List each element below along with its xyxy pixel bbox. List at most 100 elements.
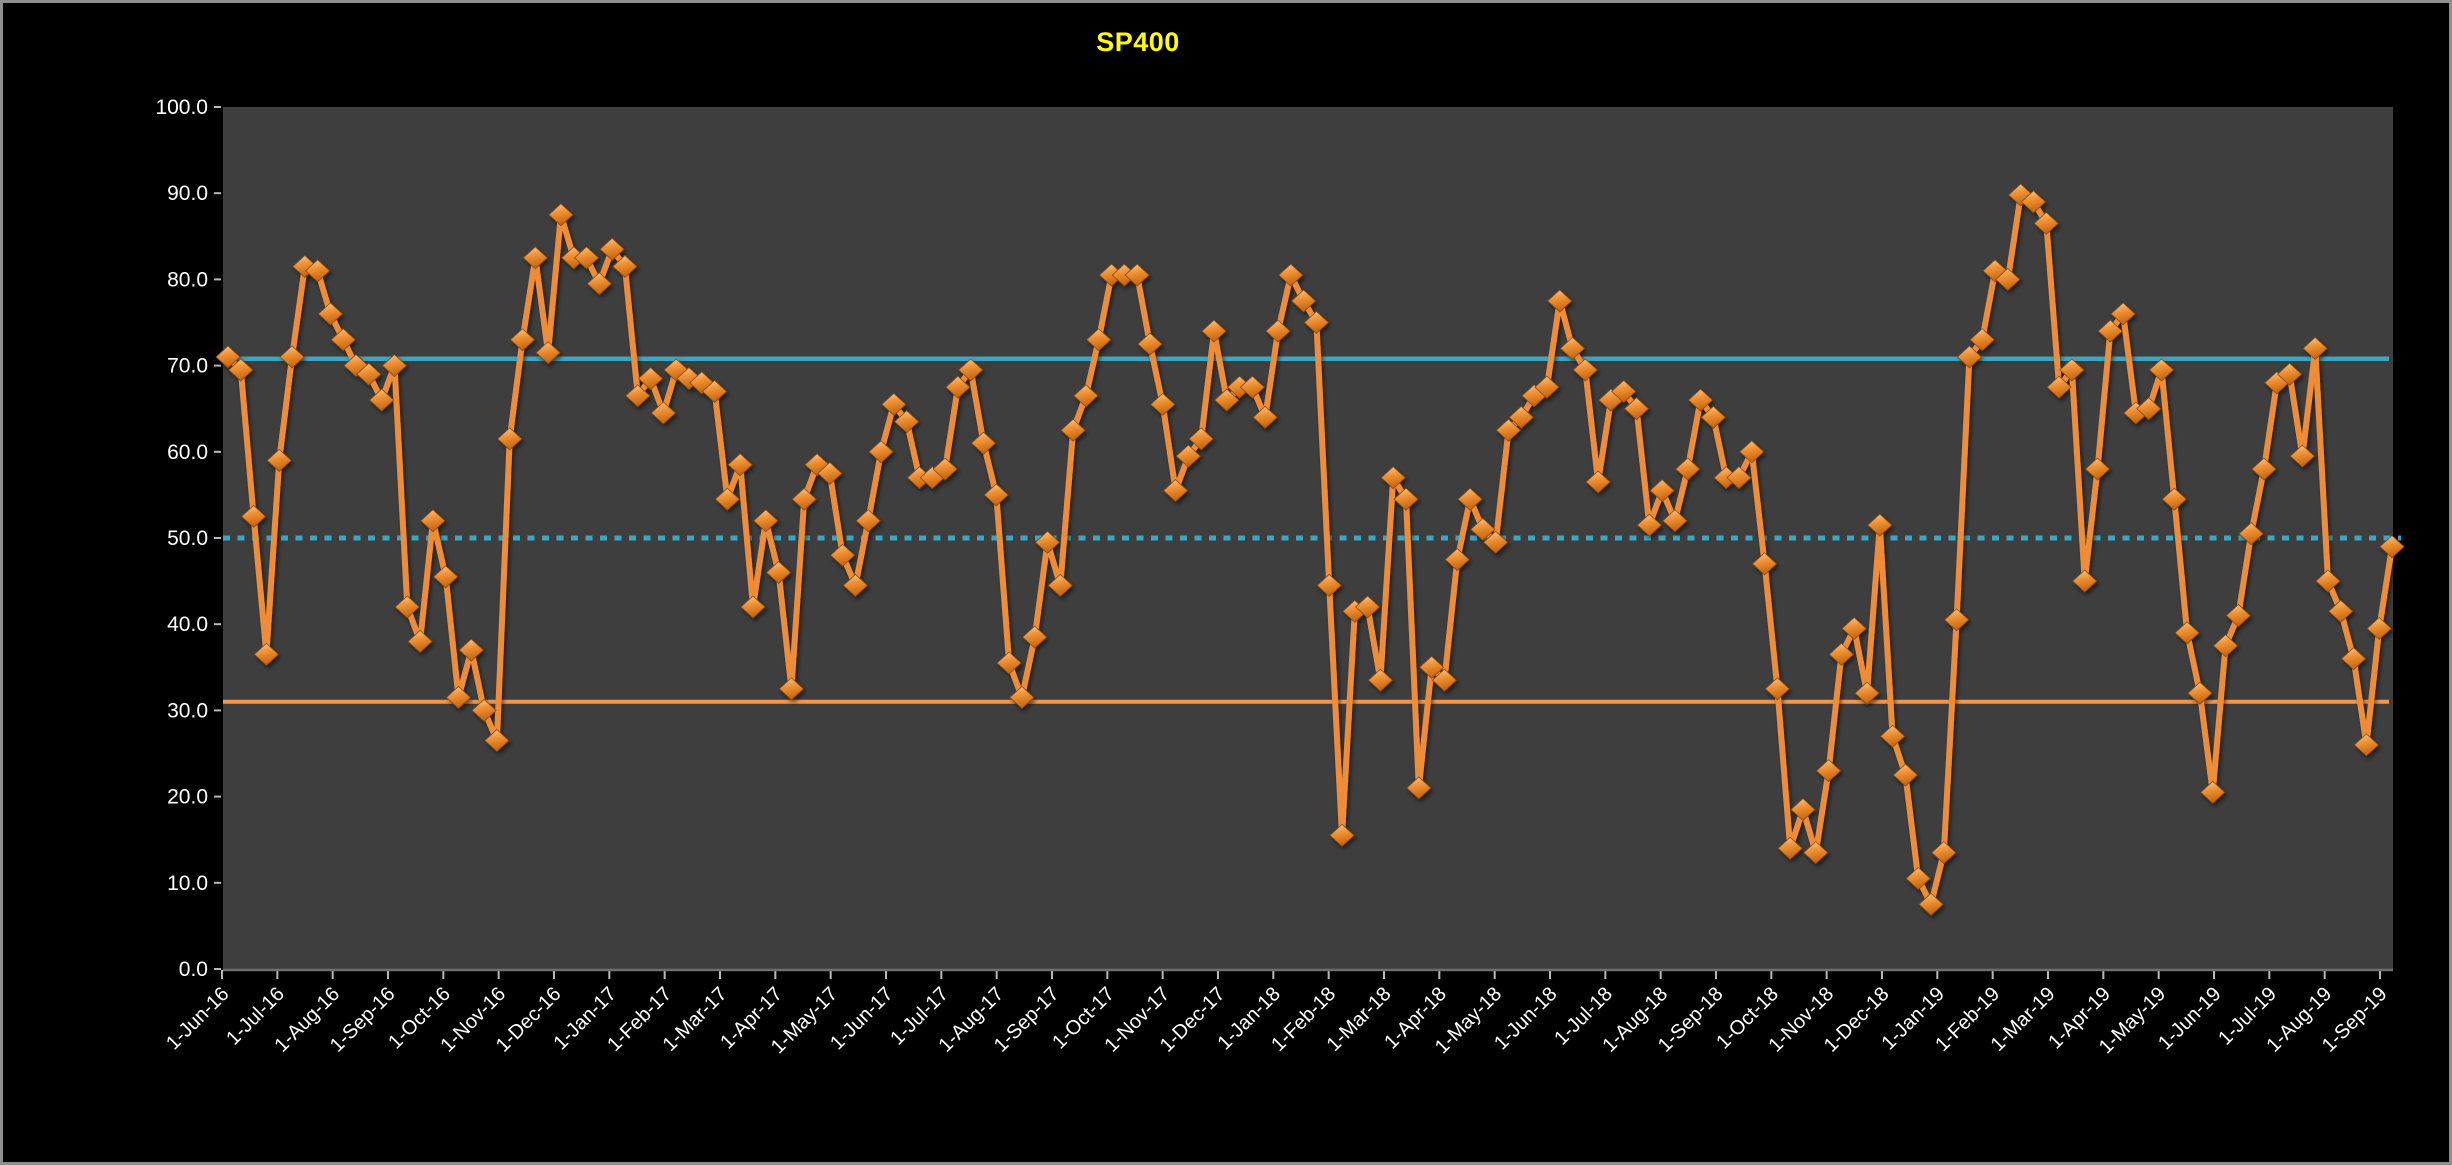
data-point-marker [1380,466,1406,490]
data-point-marker [1854,681,1880,705]
data-point-marker [2289,444,2315,468]
data-point-marker [1815,759,1842,783]
data-point-marker [714,487,740,511]
data-point-marker [2340,647,2367,671]
data-point-marker [1278,263,1304,287]
data-point-marker [458,638,484,662]
data-point-marker [868,440,894,464]
data-point-marker [471,698,497,722]
data-point-marker [1636,513,1662,537]
data-point-marker [1969,328,1995,352]
data-point-marker [317,302,344,326]
data-point-marker [2174,621,2200,645]
data-point-marker [1265,319,1291,343]
data-point-marker [241,504,267,528]
data-point-marker [1419,655,1445,679]
data-point-marker [1777,836,1803,860]
data-point-marker [1726,466,1752,490]
data-point-marker [983,483,1009,507]
data-point-marker [1534,375,1560,399]
data-point-marker [970,431,997,455]
data-point-marker [1367,668,1394,692]
data-point-marker [1828,642,1854,666]
data-point-marker [2276,362,2303,386]
y-axis-label: 80.0 [167,268,208,291]
data-point-marker [1803,841,1829,865]
data-point-marker [394,595,420,619]
data-point-marker [2212,634,2239,658]
data-point-marker [1047,573,1073,597]
data-point-marker [1764,677,1790,701]
data-point-marker [958,358,984,382]
data-point-marker [1790,797,1816,822]
data-point-marker [2187,681,2213,705]
data-point-marker [894,410,920,434]
data-point-marker [1841,616,1867,641]
data-series [215,183,2405,916]
data-point-marker [215,345,241,369]
data-point-marker [1406,776,1432,800]
data-point-marker [1547,289,1573,313]
y-axis-label: 30.0 [167,699,208,722]
data-point-marker [1572,358,1598,382]
data-point-marker [2315,569,2341,593]
data-point-marker [842,573,869,597]
data-point-marker [637,366,664,391]
data-point-marker [1150,392,1176,416]
data-point-marker [2161,487,2187,511]
data-point-marker [612,254,638,279]
data-point-marker [1867,513,1893,537]
data-point-marker [1431,668,1458,692]
data-point-marker [1086,328,1112,352]
data-point-marker [2084,457,2111,481]
data-point-marker [1918,892,1944,916]
data-point-marker [1188,427,1214,451]
data-point-marker [727,453,753,477]
data-point-marker [497,427,523,451]
data-point-marker [599,237,625,261]
data-point-marker [1956,345,1983,369]
data-point-marker [778,677,804,701]
data-point-marker [253,642,280,666]
data-point-marker [740,595,766,619]
data-point-marker [1355,595,1381,619]
data-point-marker [266,448,292,472]
data-point-marker [1995,267,2021,291]
data-point-marker [2302,336,2328,360]
data-point-marker [1201,319,1227,343]
data-point-marker [2251,457,2277,481]
data-point-marker [330,328,356,352]
data-point-marker [855,509,881,533]
data-point-marker [2033,211,2059,235]
data-point-marker [1329,823,1355,847]
data-point-marker [2097,319,2123,343]
data-point-marker [1124,263,1150,287]
data-point-marker [1892,763,1919,787]
data-point-marker [1457,487,1483,511]
data-point-marker [407,629,433,653]
data-point-marker [1739,440,1765,464]
data-point-marker [817,461,843,485]
y-axis-label: 70.0 [167,355,208,378]
data-point-marker [279,345,305,369]
data-point-marker [1585,470,1611,494]
data-point-marker [1931,841,1957,865]
data-point-marker [548,203,574,227]
data-point-marker [1508,405,1534,429]
data-point-marker [1495,418,1522,442]
data-point-marker [1303,310,1329,335]
data-point-marker [2020,190,2047,214]
data-point-marker [1291,289,1317,313]
y-axis-label: 100.0 [155,96,208,119]
data-point-marker [2072,569,2098,593]
line-chart: 0.0 10.0 20.0 30.0 40.0 50.0 60.0 70.0 80.0 90.0 1… [155,96,2405,1058]
data-point-marker [1687,388,1714,412]
y-axis-label: 50.0 [167,527,208,550]
data-point-marker [1060,418,1086,442]
data-point-marker [1483,530,1509,554]
data-point-marker [1393,487,1419,511]
data-point-marker [420,509,446,533]
data-point-marker [1009,685,1035,710]
data-point-marker [1611,379,1637,404]
